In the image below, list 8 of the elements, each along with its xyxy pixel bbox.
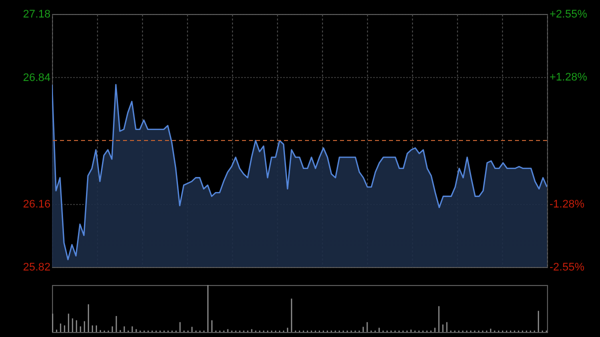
y2-tick-label: -1.28% [550, 198, 585, 210]
y-tick-label: 25.82 [22, 262, 50, 274]
y-tick-label: 26.16 [22, 198, 50, 210]
y2-tick-label: -2.55% [550, 262, 585, 274]
y2-tick-label: +2.55% [550, 8, 588, 20]
y-tick-label: 26.84 [22, 72, 50, 84]
y2-tick-label: +1.28% [550, 72, 588, 84]
y-tick-label: 27.18 [22, 8, 50, 20]
